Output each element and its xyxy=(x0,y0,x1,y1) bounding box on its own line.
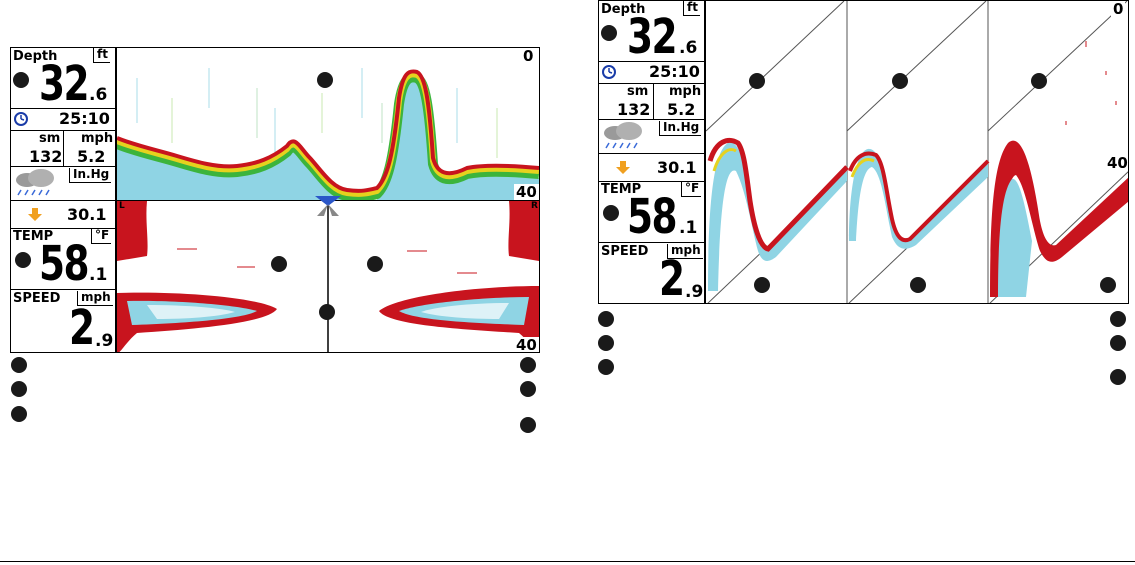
callout-dot-icon xyxy=(11,357,27,373)
depth-value: 32 xyxy=(627,9,678,65)
transducer-icon xyxy=(315,196,341,216)
callout-dot-icon xyxy=(15,252,31,268)
distance-unit: sm xyxy=(39,131,61,146)
speed-small-value: 5.2 xyxy=(77,147,106,166)
speed-unit: mph xyxy=(667,244,703,259)
pressure-value: 30.1 xyxy=(67,205,107,224)
speed-value: 2 xyxy=(659,251,685,304)
distance-value: 132 xyxy=(617,100,651,119)
distance-value: 132 xyxy=(29,147,63,166)
callout-dot-icon xyxy=(317,72,333,88)
callout-dot-icon xyxy=(598,335,614,351)
weather-cloud-icon xyxy=(16,169,54,196)
temp-decimal: .1 xyxy=(89,265,108,285)
left-side-imaging-view xyxy=(117,201,539,352)
weather-cloud-icon xyxy=(604,122,642,149)
pressure-unit: In.Hg xyxy=(659,121,702,136)
clock-icon xyxy=(14,112,28,126)
distance-unit: sm xyxy=(627,84,649,99)
down-arrow-icon xyxy=(28,208,42,221)
right-sonar-screen: 0 40 Depth ft 32 .6 25:10 sm mph 132 5.2 xyxy=(598,0,1129,304)
temp-value: 58 xyxy=(627,189,678,245)
depth-decimal: .6 xyxy=(679,38,698,58)
speed-decimal: .9 xyxy=(95,331,114,351)
temp-unit: °F xyxy=(91,229,112,244)
timer-value: 25:10 xyxy=(59,109,110,128)
depth-unit: ft xyxy=(683,1,700,16)
page-footer-rule xyxy=(0,561,1135,562)
callout-dot-icon xyxy=(13,72,29,88)
depth-unit: ft xyxy=(93,48,110,63)
speed-small-value: 5.2 xyxy=(667,100,696,119)
pressure-value: 30.1 xyxy=(657,158,697,177)
depth-value: 32 xyxy=(39,56,90,112)
callout-dot-icon xyxy=(520,357,536,373)
pressure-unit: In.Hg xyxy=(69,168,112,183)
callout-dot-icon xyxy=(319,304,335,320)
speed-label: SPEED xyxy=(601,244,649,259)
down-arrow-icon xyxy=(616,161,630,174)
right-digital-readout-panel: Depth ft 32 .6 25:10 sm mph 132 5.2 In.H… xyxy=(599,1,706,303)
callout-dot-icon xyxy=(1110,335,1126,351)
depth-decimal: .6 xyxy=(89,85,108,105)
right-side-label: R xyxy=(531,201,538,211)
callout-dot-icon xyxy=(520,417,536,433)
temp-label: TEMP xyxy=(13,229,54,244)
callout-dot-icon xyxy=(520,381,536,397)
speed-decimal: .9 xyxy=(685,282,704,302)
right-depth-scale-top: 0 xyxy=(1111,0,1126,18)
temp-label: TEMP xyxy=(601,182,642,197)
speed-small-unit: mph xyxy=(81,131,114,146)
clock-icon xyxy=(602,65,616,79)
callout-dot-icon xyxy=(11,381,27,397)
depth-label: Depth xyxy=(601,2,646,17)
callout-dot-icon xyxy=(603,205,619,221)
callout-dot-icon xyxy=(598,359,614,375)
callout-dot-icon xyxy=(910,277,926,293)
left-depth-scale-top: 0 xyxy=(521,47,536,65)
callout-dot-icon xyxy=(1100,277,1116,293)
temp-unit: °F xyxy=(681,182,702,197)
callout-dot-icon xyxy=(598,311,614,327)
callout-dot-icon xyxy=(271,256,287,272)
speed-unit: mph xyxy=(77,291,113,306)
depth-label: Depth xyxy=(13,49,58,64)
callout-dot-icon xyxy=(1110,311,1126,327)
callout-dot-icon xyxy=(601,25,617,41)
speed-value: 2 xyxy=(69,300,95,353)
temp-value: 58 xyxy=(39,236,90,292)
callout-dot-icon xyxy=(1110,369,1126,385)
left-2d-sonar-view xyxy=(117,48,539,200)
callout-dot-icon xyxy=(749,73,765,89)
speed-label: SPEED xyxy=(13,291,61,306)
left-side-label: L xyxy=(119,201,125,211)
left-sonar-screen: 0 40 L R 40 Depth ft xyxy=(10,47,540,353)
callout-dot-icon xyxy=(1031,73,1047,89)
left-depth-scale-upper-bottom: 40 xyxy=(514,183,539,201)
callout-dot-icon xyxy=(892,73,908,89)
left-digital-readout-panel: Depth ft 32 .6 25:10 sm mph 132 5.2 In.H… xyxy=(11,48,117,352)
right-depth-scale-mid: 40 xyxy=(1105,154,1128,172)
temp-decimal: .1 xyxy=(679,218,698,238)
timer-value: 25:10 xyxy=(649,62,700,81)
speed-small-unit: mph xyxy=(669,84,702,99)
left-depth-scale-lower-bottom: 40 xyxy=(514,336,539,353)
callout-dot-icon xyxy=(754,277,770,293)
right-3d-sonar-view xyxy=(706,1,1128,303)
callout-dot-icon xyxy=(11,406,27,422)
callout-dot-icon xyxy=(367,256,383,272)
